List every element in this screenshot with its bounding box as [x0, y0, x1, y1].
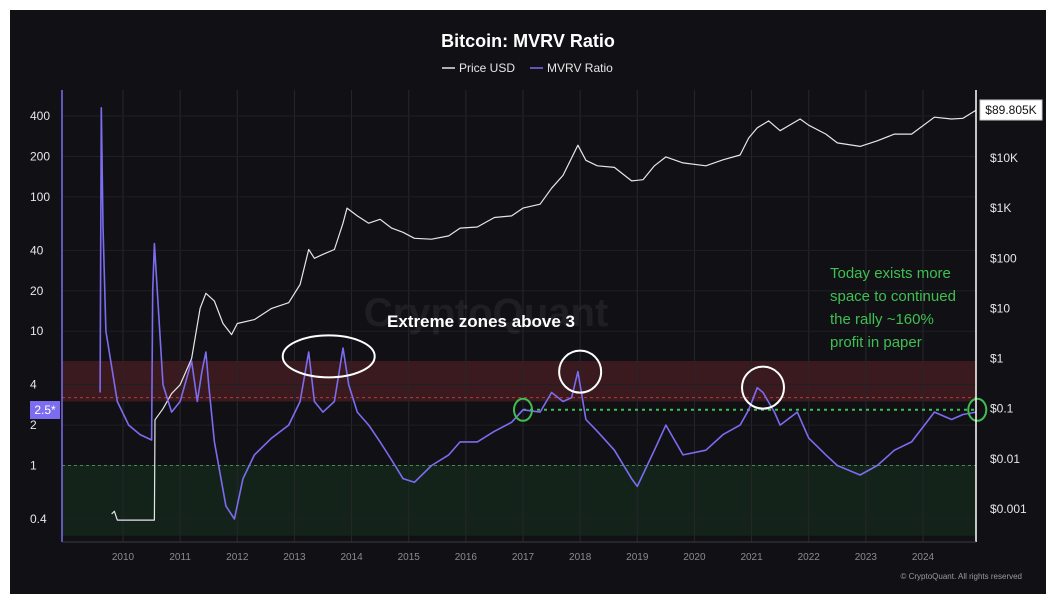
- legend-price-label[interactable]: Price USD: [459, 61, 515, 75]
- extreme-zones-annotation: Extreme zones above 3: [387, 312, 575, 331]
- highlight-circles: [281, 334, 988, 422]
- right-tick-label: $1K: [990, 201, 1011, 215]
- x-tick-label: 2010: [112, 552, 135, 563]
- chart-title: Bitcoin: MVRV Ratio: [441, 31, 615, 51]
- right-tick-label: $0.01: [990, 452, 1020, 466]
- highlight-circle-white: [741, 365, 785, 410]
- highlight-circle-green: [967, 397, 988, 422]
- x-tick-label: 2011: [169, 552, 191, 563]
- x-tick-label: 2015: [398, 552, 421, 563]
- left-tick-label: 200: [30, 149, 50, 163]
- x-tick-label: 2016: [455, 552, 478, 563]
- series-layer: [99, 107, 977, 521]
- right-tick-label: $0.1: [990, 402, 1014, 416]
- zone-undervalued: [62, 465, 976, 536]
- rally-annotation-line-4: profit in paper: [830, 334, 922, 351]
- highlight-circle-white: [281, 334, 376, 379]
- x-tick-label: 2024: [912, 552, 935, 563]
- x-tick-label: 2014: [340, 552, 363, 563]
- rally-annotation-line-3: the rally ~160%: [830, 311, 934, 328]
- x-tick-label: 2020: [683, 552, 706, 563]
- left-tick-label: 1: [30, 459, 37, 473]
- right-tick-label: $10: [990, 301, 1010, 315]
- highlight-circle-white: [558, 349, 603, 394]
- x-tick-label: 2023: [855, 552, 878, 563]
- current-mvrv-badge: 2.5*: [30, 401, 60, 419]
- x-tick-label: 2021: [740, 552, 763, 563]
- reference-lines: [62, 397, 978, 467]
- mvrv-chart: CryptoQuant 2010 2011 2012 2013 2014 2015 2016…: [30, 31, 1043, 581]
- right-tick-label: $100: [990, 251, 1017, 265]
- left-tick-label: 0.4: [30, 512, 47, 526]
- copyright: © CryptoQuant. All rights reserved: [901, 572, 1023, 581]
- left-tick-label: 400: [30, 109, 50, 123]
- left-tick-label: 100: [30, 190, 50, 204]
- x-tick-label: 2017: [512, 552, 535, 563]
- current-price-badge: $89.805K: [979, 99, 1043, 121]
- current-mvrv-label: 2.5*: [34, 403, 56, 417]
- mvrv-ratio-line: [99, 107, 977, 520]
- right-tick-label: $10K: [990, 151, 1018, 165]
- left-tick-label: 4: [30, 378, 37, 392]
- x-tick-label: 2013: [283, 552, 306, 563]
- rally-annotation-line-2: space to continued: [830, 288, 956, 305]
- x-tick-label: 2022: [798, 552, 821, 563]
- left-tick-label: 2: [30, 418, 37, 432]
- left-tick-label: 20: [30, 284, 44, 298]
- x-tick-label: 2018: [569, 552, 592, 563]
- rally-annotation: Today exists more space to continued the…: [830, 265, 956, 351]
- left-tick-label: 10: [30, 324, 44, 338]
- watermark: CryptoQuant: [364, 291, 608, 335]
- grid-layer: [62, 90, 976, 542]
- highlight-circle-green: [513, 397, 533, 422]
- axes-layer: 2010 2011 2012 2013 2014 2015 2016 2017 2018 2019…: [30, 90, 1027, 563]
- x-tick-label: 2019: [626, 552, 649, 563]
- price-usd-line: [111, 109, 977, 521]
- legend[interactable]: Price USD MVRV Ratio: [442, 61, 613, 75]
- x-tick-label: 2012: [226, 552, 249, 563]
- current-price-label: $89.805K: [985, 103, 1036, 117]
- zone-overvalued: [62, 361, 976, 402]
- chart-frame: CryptoQuant 2010 2011 2012 2013 2014 2015 2016…: [10, 10, 1046, 594]
- legend-mvrv-label[interactable]: MVRV Ratio: [547, 61, 613, 75]
- right-tick-label: $0.001: [990, 502, 1027, 516]
- rally-annotation-line-1: Today exists more: [830, 265, 951, 282]
- zone-layer: [62, 361, 976, 536]
- right-tick-label: $1: [990, 352, 1004, 366]
- left-tick-label: 40: [30, 243, 44, 257]
